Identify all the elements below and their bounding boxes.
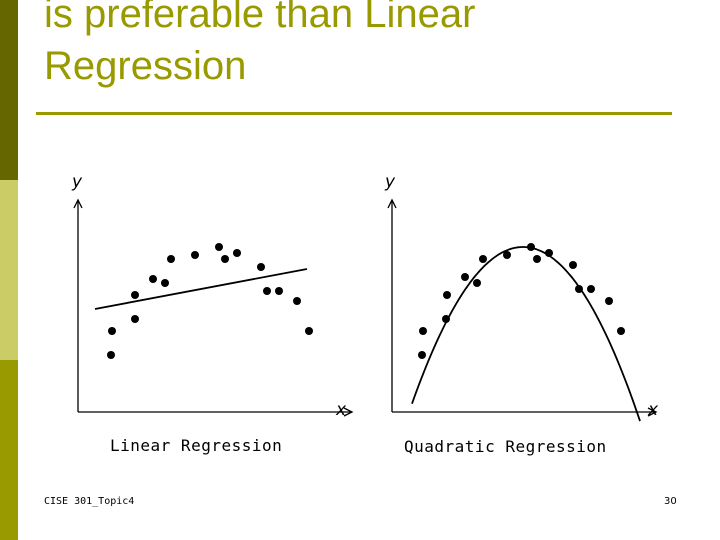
chart1-point-8 <box>191 251 199 259</box>
chart2-x-axis-arrow <box>647 407 658 417</box>
chart1-xlabel: x <box>336 400 347 420</box>
chart2-point-16 <box>617 327 625 335</box>
chart1-point-15 <box>293 297 301 305</box>
chart2-point-14 <box>587 285 595 293</box>
chart2-point-7 <box>479 255 487 263</box>
chart1-point-4 <box>131 291 139 299</box>
chart2-point-3 <box>442 315 450 323</box>
sidebar-decoration <box>0 0 18 540</box>
chart1-point-7 <box>167 255 175 263</box>
chart1-point-6 <box>161 279 169 287</box>
chart2-point-11 <box>545 249 553 257</box>
chart2-point-5 <box>461 273 469 281</box>
chart2-point-1 <box>418 351 426 359</box>
chart1-point-11 <box>233 249 241 257</box>
chart1-x-axis-arrow <box>343 407 354 417</box>
chart2-point-8 <box>503 251 511 259</box>
chart1-point-2 <box>108 327 116 335</box>
chart1-caption: Linear Regression <box>110 436 283 455</box>
slide-title: is preferable than Linear Regression <box>44 0 475 92</box>
chart1-point-16 <box>305 327 313 335</box>
chart1-point-13 <box>263 287 271 295</box>
footer-course-label: CISE 301_Topic4 <box>44 496 135 507</box>
slide-title-line2: Regression <box>44 44 247 88</box>
slide-title-line1: is preferable than Linear <box>44 0 476 36</box>
chart1-point-9 <box>215 243 223 251</box>
page-number: 30 <box>664 496 677 507</box>
chart1-point-1 <box>107 351 115 359</box>
chart1-point-5 <box>149 275 157 283</box>
chart2-point-4 <box>443 291 451 299</box>
chart1-point-12 <box>257 263 265 271</box>
chart2-point-9 <box>527 243 535 251</box>
chart2-point-2 <box>419 327 427 335</box>
chart2-y-axis-arrow <box>387 198 397 209</box>
chart1-point-10 <box>221 255 229 263</box>
chart1-point-3 <box>131 315 139 323</box>
chart2-xlabel: x <box>648 400 659 420</box>
chart2-point-10 <box>533 255 541 263</box>
sidebar-segment-bottom <box>0 360 18 540</box>
chart1-fit-line <box>94 268 308 310</box>
chart1-ylabel: y <box>72 172 83 192</box>
chart2-point-12 <box>569 261 577 269</box>
sidebar-segment-top <box>0 0 18 180</box>
chart2-fit-curve <box>411 246 641 422</box>
chart2-ylabel: y <box>385 172 396 192</box>
chart2-caption: Quadratic Regression <box>404 437 607 456</box>
chart2-point-15 <box>605 297 613 305</box>
chart1-y-axis-arrow <box>73 198 83 209</box>
title-underline <box>36 112 672 115</box>
chart1-point-14 <box>275 287 283 295</box>
sidebar-segment-middle <box>0 180 18 360</box>
chart2-point-13 <box>575 285 583 293</box>
chart2-point-6 <box>473 279 481 287</box>
